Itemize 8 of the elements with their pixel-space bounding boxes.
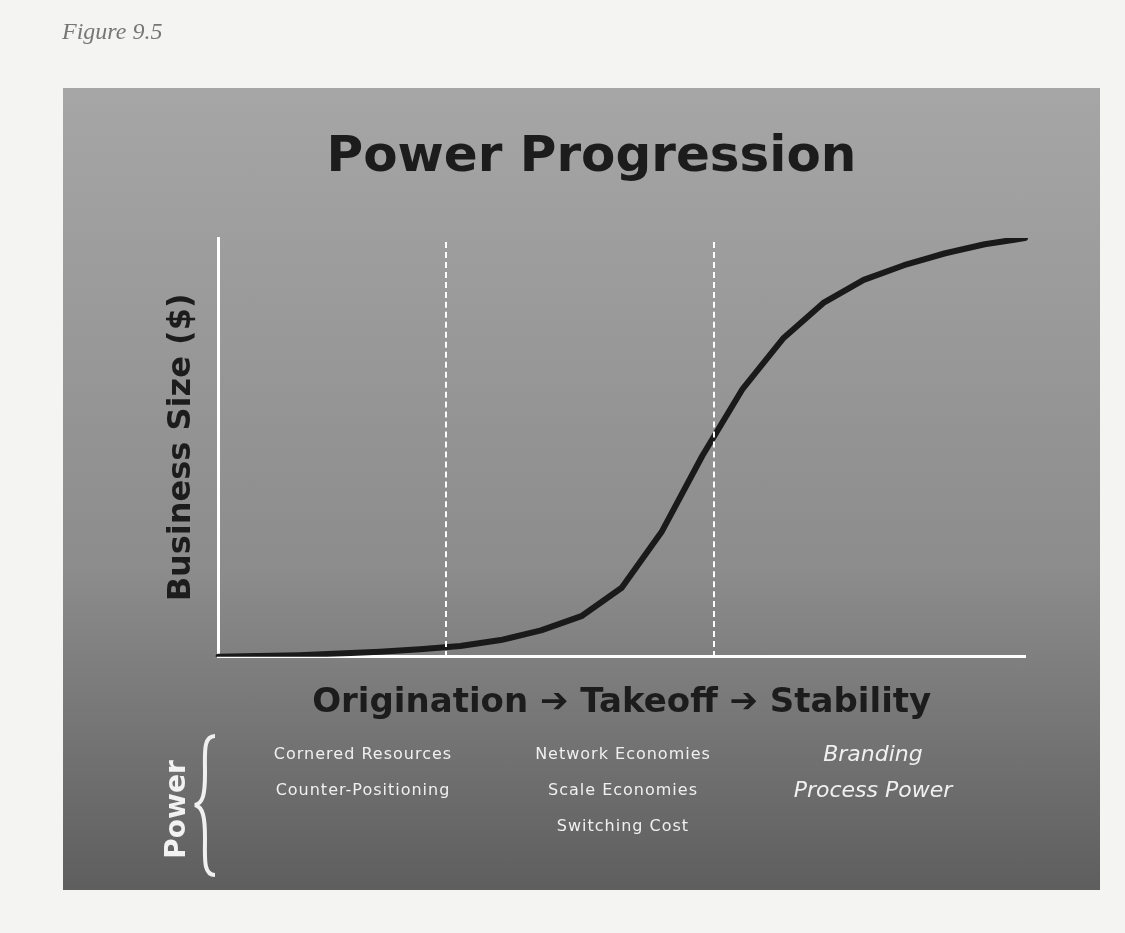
x-axis-title: Origination ➔ Takeoff ➔ Stability: [312, 680, 932, 721]
text: Cornered Resources Counter-Positioning: [272, 743, 454, 801]
y-axis-title: Business Size ($): [159, 293, 198, 602]
chart-title: Power Progression: [326, 124, 857, 183]
text: Power: [158, 759, 192, 861]
text: Network Economies Scale Economies Switching Cost: [534, 743, 712, 837]
text: Branding Process Power: [792, 740, 955, 804]
caption: Figure 9.5: [62, 18, 163, 45]
